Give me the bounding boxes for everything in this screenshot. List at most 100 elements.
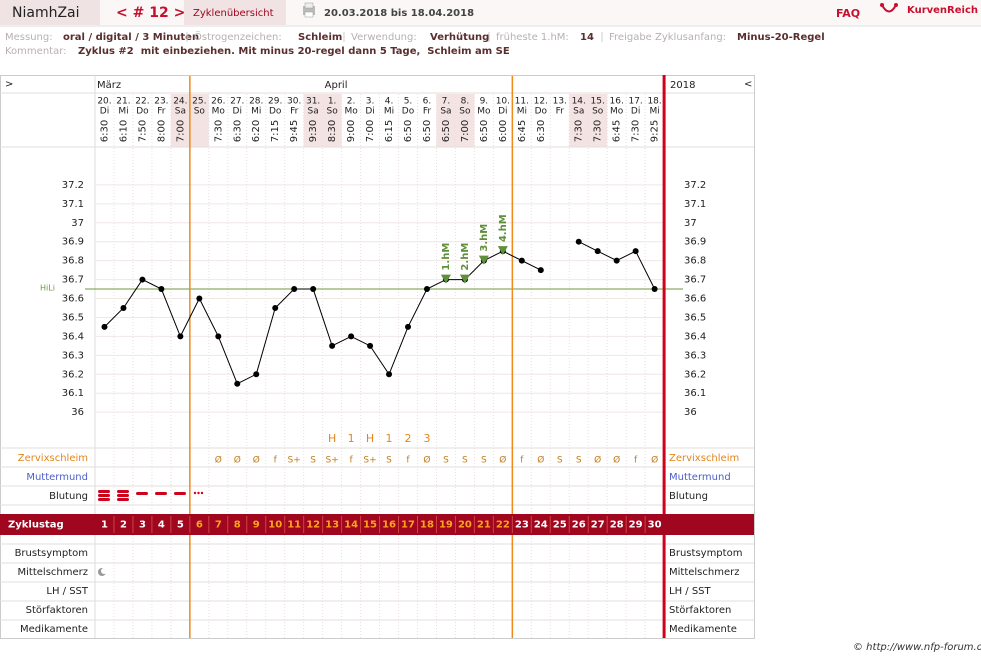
weekday-label: Di [100,107,109,117]
date-label: 10. [496,97,510,107]
temperature-point [139,276,146,283]
peak-label: 1 [386,432,393,445]
weekend-shade [588,94,608,147]
time-label: 6:45 [612,120,623,142]
date-label: 8. [461,97,470,107]
mucus-symbol: Ø [594,455,601,466]
time-label: 7:30 [593,120,604,142]
mucus-symbol: f [350,456,354,466]
weekend-shade [322,94,342,147]
weekend-shade [436,94,456,147]
time-label: 6:50 [479,120,490,142]
chart-frame [0,75,755,639]
time-label: 9:45 [289,120,300,142]
cycle-day: 21 [477,520,491,531]
weekday-label: So [194,107,206,117]
row-label: Blutung [669,491,708,502]
temperature-point [215,333,222,340]
faq-link[interactable]: FAQ [836,7,860,20]
y-tick-label: 37 [71,218,84,229]
cycle-day: 2 [120,520,127,531]
y-tick-label: 37.1 [684,199,706,210]
time-label: 7:15 [270,120,281,142]
time-label: 7:30 [574,120,585,142]
mucus-symbol: Ø [537,455,544,466]
time-label: 6:00 [498,120,509,142]
row-label: Zervixschleim [18,453,88,464]
y-tick-label: 36.5 [62,312,84,323]
time-label: 6:30 [536,120,547,142]
date-label: 2. [347,97,356,107]
cycle-day: 5 [177,520,184,531]
mucus-symbol: S [443,456,449,466]
cycle-day: 27 [591,520,605,531]
date-label: 26. [211,97,225,107]
brand-icon[interactable] [880,3,898,13]
time-label: 6:50 [441,120,452,142]
y-tick-label: 37.2 [62,180,84,191]
mucus-symbol: Ø [499,455,506,466]
cycle-day: 23 [515,520,529,531]
date-label: 6. [423,97,432,107]
time-label: 7:00 [175,120,186,142]
row-label: Medikamente [669,624,737,635]
cycle-day: 28 [610,520,624,531]
row-label: Störfaktoren [669,605,731,616]
date-label: 9. [480,97,489,107]
time-label: 6:15 [384,120,395,142]
info-value: 14 [580,32,594,43]
temperature-point [367,342,374,349]
nav-left: > [5,79,13,90]
mucus-symbol: S+ [363,456,376,466]
temperature-point [348,333,355,340]
mucus-symbol: Ø [234,455,241,466]
date-label: 5. [404,97,413,107]
date-range: 20.03.2018 bis 18.04.2018 [324,8,474,19]
weekday-label: Sa [175,107,186,117]
temperature-point [196,295,203,302]
row-label: Zervixschleim [669,453,739,464]
date-label: 14. [572,97,586,107]
time-label: 8:30 [327,120,338,142]
time-label: 6:10 [118,120,129,142]
row-label: LH / SST [669,586,712,597]
mucus-symbol: S [576,456,582,466]
time-label: 7:50 [137,120,148,142]
peak-label: 3 [423,432,430,445]
info-label: Verwendung: [351,32,417,43]
cycle-nav[interactable]: < # 12 > [116,5,185,21]
printer-icon[interactable] [303,2,315,18]
temperature-point [405,323,412,330]
time-label: 6:20 [251,120,262,142]
row-label: Mittelschmerz [669,567,739,578]
weekday-label: Mo [610,107,624,117]
weekday-label: Di [233,107,242,117]
cycle-day: 25 [553,520,567,531]
date-label: 28. [249,97,263,107]
row-label: Muttermund [26,472,88,483]
cycle-day: 9 [253,520,260,531]
weekend-shade [189,94,209,147]
mucus-symbol: S+ [325,456,338,466]
time-label: 7:30 [213,120,224,142]
date-label: 12. [534,97,548,107]
weekday-label: Mi [517,107,527,117]
cycle-day: 3 [139,520,146,531]
cycle-day: 4 [158,520,165,531]
overview-link[interactable]: Zyklenübersicht [193,8,274,19]
date-label: 17. [628,97,642,107]
brand-link[interactable]: KurvenReich [907,5,978,16]
nav-right: < [744,79,752,90]
cycle-day: 8 [234,520,241,531]
date-label: 11. [515,97,529,107]
peak-label: 1 [348,432,355,445]
date-label: 30. [287,97,301,107]
temperature-point [272,304,279,311]
overview-box[interactable] [184,0,286,25]
date-label: 4. [385,97,394,107]
cycle-day-title: Zyklustag [8,520,64,531]
hiline-label: HiLi [40,284,55,293]
temperature-point [537,267,544,274]
weekday-label: Mi [118,107,128,117]
info-label: früheste 1.hM: [496,32,569,43]
